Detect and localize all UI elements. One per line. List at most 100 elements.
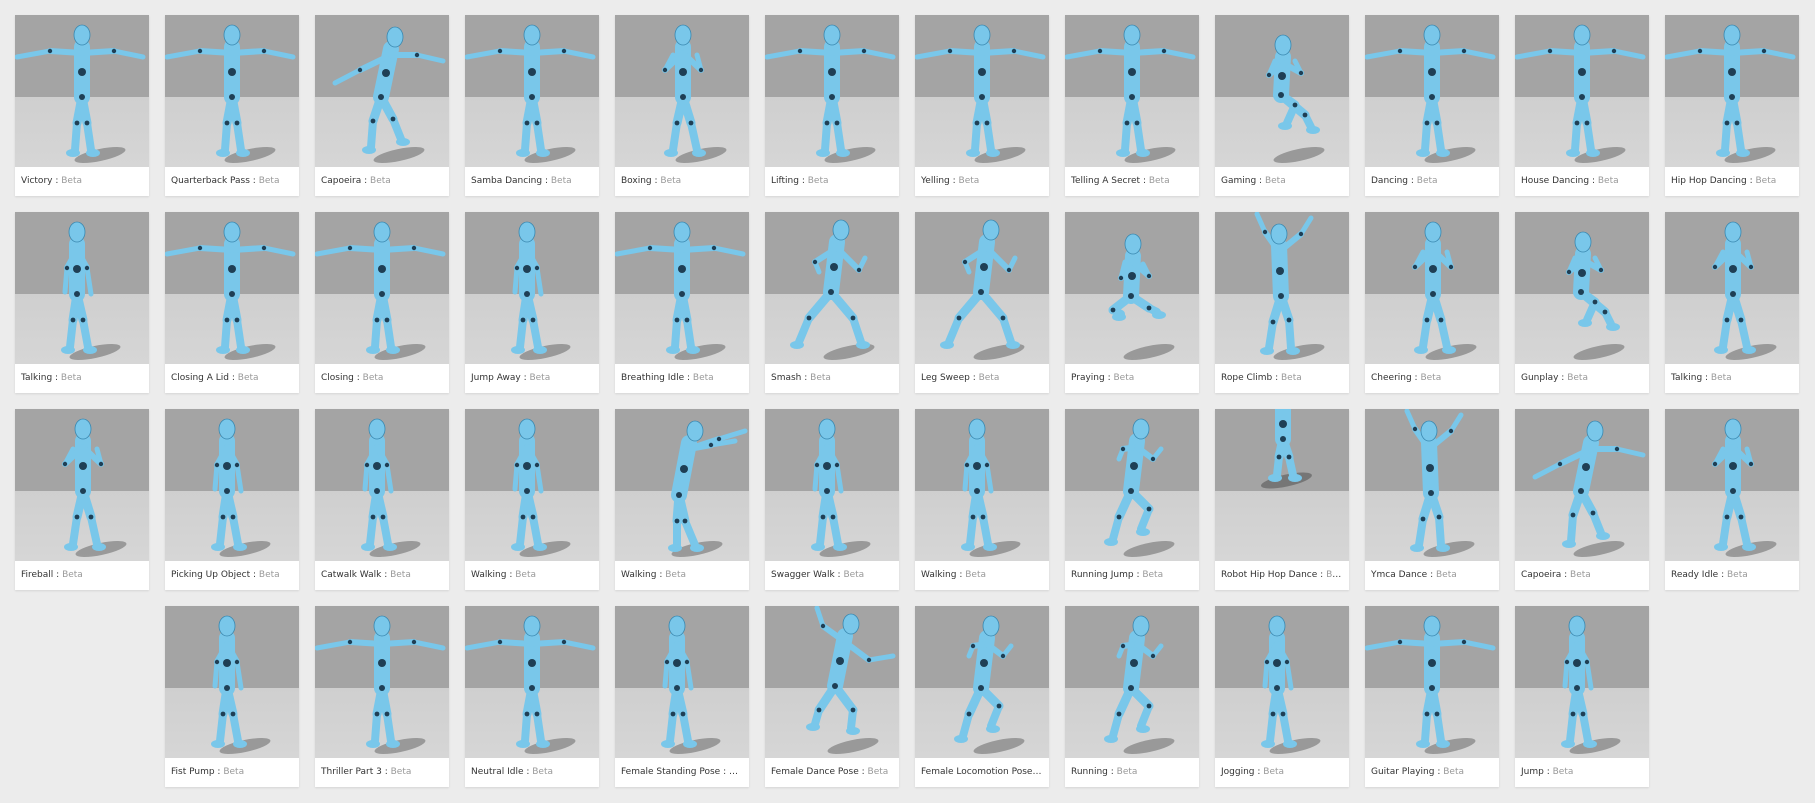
animation-card[interactable]: Female Locomotion Pose : Beta xyxy=(915,606,1049,787)
animation-name: Leg Sweep xyxy=(921,373,970,383)
animation-thumbnail[interactable] xyxy=(165,212,299,364)
animation-card[interactable]: Quarterback Pass : Beta xyxy=(165,15,299,196)
animation-card[interactable]: Cheering : Beta xyxy=(1365,212,1499,393)
animation-card[interactable]: Running Jump : Beta xyxy=(1065,409,1199,590)
animation-thumbnail[interactable] xyxy=(1515,409,1649,561)
animation-thumbnail[interactable] xyxy=(315,606,449,758)
animation-card[interactable]: Gaming : Beta xyxy=(1215,15,1349,196)
animation-card[interactable]: Victory : Beta xyxy=(15,15,149,196)
animation-label: Ready Idle : Beta xyxy=(1665,561,1799,590)
animation-card[interactable]: Talking : Beta xyxy=(1665,212,1799,393)
animation-thumbnail[interactable] xyxy=(1515,15,1649,167)
animation-thumbnail[interactable] xyxy=(165,15,299,167)
animation-card[interactable]: Samba Dancing : Beta xyxy=(465,15,599,196)
animation-card[interactable]: Female Dance Pose : Beta xyxy=(765,606,899,787)
animation-card[interactable]: Running : Beta xyxy=(1065,606,1199,787)
animation-thumbnail[interactable] xyxy=(765,409,899,561)
animation-card[interactable]: Closing A Lid : Beta xyxy=(165,212,299,393)
animation-thumbnail[interactable] xyxy=(465,409,599,561)
animation-thumbnail[interactable] xyxy=(765,15,899,167)
animation-card[interactable]: Jump Away : Beta xyxy=(465,212,599,393)
animation-card[interactable]: Ymca Dance : Beta xyxy=(1365,409,1499,590)
animation-thumbnail[interactable] xyxy=(315,15,449,167)
animation-card[interactable]: Picking Up Object : Beta xyxy=(165,409,299,590)
animation-card[interactable]: Thriller Part 3 : Beta xyxy=(315,606,449,787)
animation-card[interactable]: Yelling : Beta xyxy=(915,15,1049,196)
animation-thumbnail[interactable] xyxy=(1365,606,1499,758)
animation-card[interactable]: Breathing Idle : Beta xyxy=(615,212,749,393)
animation-card[interactable]: House Dancing : Beta xyxy=(1515,15,1649,196)
animation-card[interactable]: Leg Sweep : Beta xyxy=(915,212,1049,393)
animation-thumbnail[interactable] xyxy=(165,409,299,561)
animation-card[interactable]: Jogging : Beta xyxy=(1215,606,1349,787)
animation-card[interactable]: Talking : Beta xyxy=(15,212,149,393)
animation-thumbnail[interactable] xyxy=(1065,15,1199,167)
animation-thumbnail[interactable] xyxy=(315,212,449,364)
animation-thumbnail[interactable] xyxy=(915,212,1049,364)
animation-thumbnail[interactable] xyxy=(1215,15,1349,167)
animation-thumbnail[interactable] xyxy=(915,409,1049,561)
animation-thumbnail[interactable] xyxy=(615,212,749,364)
animation-card[interactable]: Fist Pump : Beta xyxy=(165,606,299,787)
animation-thumbnail[interactable] xyxy=(1515,212,1649,364)
animation-thumbnail[interactable] xyxy=(1065,212,1199,364)
animation-card[interactable]: Boxing : Beta xyxy=(615,15,749,196)
animation-thumbnail[interactable] xyxy=(465,15,599,167)
animation-thumbnail[interactable] xyxy=(1065,606,1199,758)
animation-thumbnail[interactable] xyxy=(15,15,149,167)
beta-tag: Beta xyxy=(1436,570,1457,580)
animation-card[interactable]: Gunplay : Beta xyxy=(1515,212,1649,393)
animation-card[interactable]: Telling A Secret : Beta xyxy=(1065,15,1199,196)
animation-card[interactable]: Smash : Beta xyxy=(765,212,899,393)
animation-card[interactable]: Lifting : Beta xyxy=(765,15,899,196)
animation-thumbnail[interactable] xyxy=(1365,15,1499,167)
animation-card[interactable]: Hip Hop Dancing : Beta xyxy=(1665,15,1799,196)
animation-thumbnail[interactable] xyxy=(1665,409,1799,561)
animation-card[interactable]: Walking : Beta xyxy=(915,409,1049,590)
animation-card[interactable]: Ready Idle : Beta xyxy=(1665,409,1799,590)
beta-tag: Beta xyxy=(362,373,384,383)
animation-thumbnail[interactable] xyxy=(465,606,599,758)
animation-thumbnail[interactable] xyxy=(615,409,749,561)
animation-card[interactable]: Walking : Beta xyxy=(615,409,749,590)
animation-thumbnail[interactable] xyxy=(165,606,299,758)
animation-card[interactable]: Guitar Playing : Beta xyxy=(1365,606,1499,787)
animation-thumbnail[interactable] xyxy=(1215,212,1349,364)
animation-label: Female Standing Pose : Beta xyxy=(615,758,749,787)
animation-thumbnail[interactable] xyxy=(1065,409,1199,561)
animation-thumbnail[interactable] xyxy=(915,606,1049,758)
animation-thumbnail[interactable] xyxy=(1665,212,1799,364)
animation-thumbnail[interactable] xyxy=(1365,212,1499,364)
character-figure xyxy=(1365,615,1496,754)
animation-card[interactable]: Capoeira : Beta xyxy=(1515,409,1649,590)
animation-thumbnail[interactable] xyxy=(615,15,749,167)
animation-thumbnail[interactable] xyxy=(915,15,1049,167)
animation-card[interactable]: Jump : Beta xyxy=(1515,606,1649,787)
animation-thumbnail[interactable] xyxy=(615,606,749,758)
beta-tag: Beta xyxy=(1443,767,1465,777)
animation-thumbnail[interactable] xyxy=(765,606,899,758)
animation-thumbnail[interactable] xyxy=(465,212,599,364)
animation-card[interactable]: Rope Climb : Beta xyxy=(1215,212,1349,393)
animation-card[interactable]: Praying : Beta xyxy=(1065,212,1199,393)
animation-card[interactable]: Catwalk Walk : Beta xyxy=(315,409,449,590)
animation-card[interactable]: Capoeira : Beta xyxy=(315,15,449,196)
animation-card[interactable]: Dancing : Beta xyxy=(1365,15,1499,196)
animation-card[interactable]: Neutral Idle : Beta xyxy=(465,606,599,787)
animation-card[interactable]: Female Standing Pose : Beta xyxy=(615,606,749,787)
animation-thumbnail[interactable] xyxy=(1665,15,1799,167)
animation-card[interactable]: Robot Hip Hop Dance : Beta xyxy=(1215,409,1349,590)
animation-thumbnail[interactable] xyxy=(15,212,149,364)
animation-card[interactable]: Closing : Beta xyxy=(315,212,449,393)
animation-thumbnail[interactable] xyxy=(1215,409,1349,561)
animation-thumbnail[interactable] xyxy=(1215,606,1349,758)
animation-card[interactable]: Swagger Walk : Beta xyxy=(765,409,899,590)
label-separator: : xyxy=(250,570,259,580)
animation-thumbnail[interactable] xyxy=(315,409,449,561)
animation-thumbnail[interactable] xyxy=(765,212,899,364)
animation-thumbnail[interactable] xyxy=(1515,606,1649,758)
animation-thumbnail[interactable] xyxy=(1365,409,1499,561)
animation-card[interactable]: Fireball : Beta xyxy=(15,409,149,590)
animation-thumbnail[interactable] xyxy=(15,409,149,561)
animation-card[interactable]: Walking : Beta xyxy=(465,409,599,590)
